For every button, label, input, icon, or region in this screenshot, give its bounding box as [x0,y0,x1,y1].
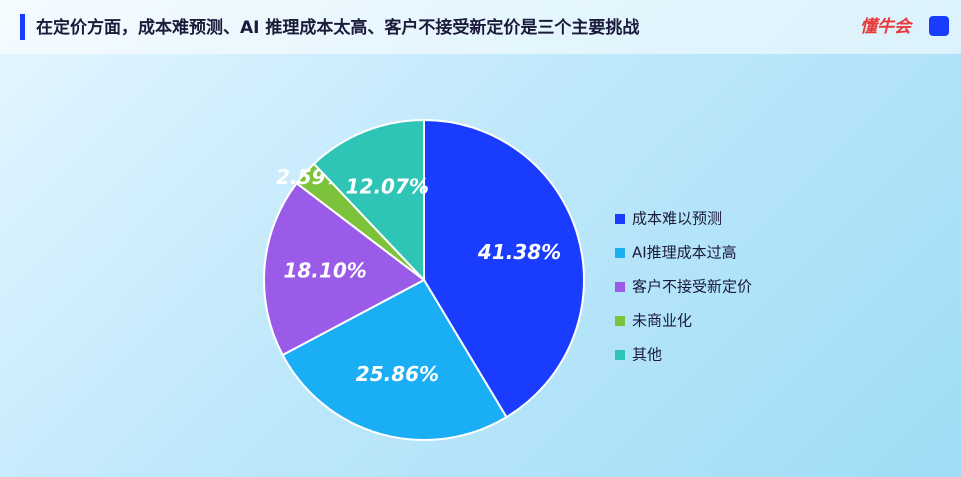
legend-label: 客户不接受新定价 [632,278,752,296]
legend-swatch [615,316,625,326]
pie-slice [281,278,508,441]
slice-label: 18.10% [283,258,366,282]
legend-label: 未商业化 [632,312,692,330]
legend-swatch [615,350,625,360]
legend-label: 成本难以预测 [632,210,722,228]
legend-label: 其他 [632,346,662,364]
legend-label: AI推理成本过高 [632,244,737,262]
logo-icon [929,16,949,36]
pie-slice [423,118,585,419]
pie-slice [263,181,426,357]
chart-title: 在定价方面，成本难预测、AI 推理成本太高、客户不接受新定价是三个主要挑战 [36,17,639,38]
pie-slice [312,118,425,283]
title-accent [20,14,25,40]
legend-swatch [615,214,625,224]
logo: 懂牛会 [860,17,914,37]
slice-label: 12.07% [346,174,429,198]
legend-swatch [615,282,625,292]
slice-label: 25.86% [356,362,439,386]
legend-swatch [615,248,625,258]
slice-label: 41.38% [477,240,561,264]
header-bar [0,0,961,54]
